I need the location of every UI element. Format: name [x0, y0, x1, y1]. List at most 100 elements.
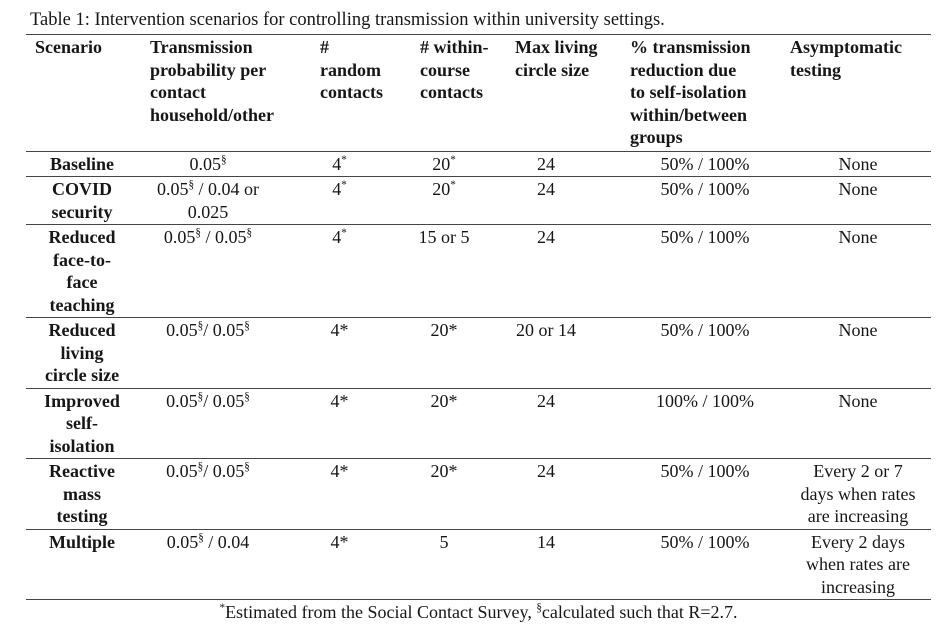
cell-scenario: Reactive mass testing: [49, 461, 115, 526]
column-header-within-course-contacts: # within- course contacts: [420, 37, 489, 102]
cell-transmission-probability: 0.05§ / 0.04: [148, 529, 310, 600]
text-segment: 0.05: [163, 227, 196, 247]
cell-scenario: Multiple: [49, 531, 115, 552]
cell-scenario: Improved self- isolation: [44, 390, 120, 456]
cell-within-course-contacts: 15 or 5: [418, 227, 470, 247]
cell-within-course-contacts: 20*: [430, 390, 458, 411]
column-header-transmission-reduction: % transmission reduction due to self-iso…: [630, 37, 751, 147]
cell-random-contacts: 4*: [330, 531, 349, 552]
table-row: Improved self- isolation 0.05§/ 0.05§ 4* 20…: [26, 388, 931, 459]
superscript-mark: *: [341, 153, 347, 166]
cell-max-living-circle-size: 24: [537, 179, 555, 199]
superscript-mark: §: [244, 461, 250, 473]
superscript-mark: *: [341, 227, 347, 239]
cell-transmission-probability: 0.05§ / 0.04 or 0.025: [148, 177, 310, 225]
cell-max-living-circle-size: 24: [537, 227, 555, 247]
cell-max-living-circle-size: 24: [537, 390, 555, 411]
cell-scenario: Reduced living circle size: [44, 320, 120, 385]
superscript-mark: §: [198, 531, 204, 544]
table-row: COVID security 0.05§ / 0.04 or 0.025 4* 20*…: [26, 177, 931, 225]
table-row: Reactive mass testing 0.05§/ 0.05§ 4* 20* 24…: [26, 459, 931, 530]
superscript-mark: §: [195, 227, 201, 239]
cell-transmission-reduction: 50% / 100%: [660, 179, 750, 199]
text-segment: 0.05: [189, 153, 221, 174]
cell-asymptomatic-testing: Every 2 or 7 days when rates are increas…: [800, 461, 916, 526]
text-segment: / 0.04: [203, 531, 250, 552]
cell-within-course-contacts: 20*: [430, 320, 458, 340]
header-row: Scenario Transmission probability per co…: [26, 35, 931, 151]
cell-asymptomatic-testing: None: [838, 153, 878, 174]
text-segment: / 0.05: [203, 320, 245, 340]
superscript-mark: §: [536, 602, 542, 614]
cell-scenario: COVID security: [51, 179, 113, 222]
cell-transmission-reduction: 50% / 100%: [660, 461, 750, 481]
superscript-mark: §: [197, 461, 204, 473]
superscript-mark: §: [220, 153, 227, 166]
cell-scenario: Reduced face-to- face teaching: [48, 227, 116, 315]
text-segment: 0.05: [166, 390, 198, 411]
cell-asymptomatic-testing: Every 2 days when rates are increasing: [806, 531, 910, 597]
cell-max-living-circle-size: 14: [537, 531, 555, 552]
table-footnote: *Estimated from the Social Contact Surve…: [26, 600, 931, 624]
cell-within-course-contacts: 20*: [405, 151, 505, 177]
cell-max-living-circle-size: 20 or 14: [516, 320, 576, 340]
text-segment: 0.05: [166, 320, 198, 340]
column-header-random-contacts: # random contacts: [320, 37, 383, 102]
table-row: Baseline 0.05§ 4* 20* 24 50% / 100% None: [26, 151, 931, 177]
table-body: Baseline 0.05§ 4* 20* 24 50% / 100% None COVID …: [26, 151, 931, 600]
cell-transmission-probability: 0.05§/ 0.05§: [148, 388, 310, 459]
cell-random-contacts: 4*: [310, 151, 405, 177]
cell-random-contacts: 4*: [330, 320, 349, 340]
column-header-transmission-probability: Transmission probability per contact hou…: [150, 37, 275, 125]
cell-within-course-contacts: 20*: [430, 461, 458, 481]
superscript-mark: §: [197, 320, 204, 332]
column-header-max-living-circle-size: Max living circle size: [515, 37, 598, 80]
cell-transmission-probability: 0.05§: [148, 151, 310, 177]
cell-random-contacts: 4*: [310, 225, 405, 318]
superscript-mark: §: [188, 179, 195, 191]
table-row: Reduced face-to- face teaching 0.05§ / 0.…: [26, 225, 931, 318]
text-segment: 0.05: [166, 461, 198, 481]
text-segment: / 0.05: [200, 227, 247, 247]
column-header-scenario: Scenario: [35, 37, 102, 57]
text-segment: / 0.05: [203, 390, 245, 411]
cell-within-course-contacts: 20*: [405, 177, 505, 225]
cell-transmission-reduction: 50% / 100%: [660, 153, 750, 174]
cell-asymptomatic-testing: None: [838, 390, 878, 411]
cell-asymptomatic-testing: None: [838, 320, 878, 340]
cell-transmission-reduction: 100% / 100%: [656, 390, 754, 411]
text-segment: 4: [332, 227, 342, 247]
superscript-mark: *: [341, 179, 347, 191]
cell-asymptomatic-testing: None: [838, 179, 878, 199]
superscript-mark: *: [450, 179, 456, 191]
superscript-mark: *: [219, 602, 226, 614]
cell-transmission-reduction: 50% / 100%: [660, 320, 750, 340]
superscript-mark: *: [450, 153, 456, 166]
text-segment: calculated such that R=2.7.: [541, 602, 738, 622]
text-segment: / 0.04 or 0.025: [187, 179, 260, 222]
interventions-table: Scenario Transmission probability per co…: [26, 34, 931, 600]
cell-max-living-circle-size: 24: [537, 153, 555, 174]
text-segment: 4: [332, 179, 342, 199]
cell-random-contacts: 4*: [330, 390, 349, 411]
cell-transmission-reduction: 50% / 100%: [660, 227, 750, 247]
cell-transmission-probability: 0.05§/ 0.05§: [148, 318, 310, 389]
table-caption: Table 1: Intervention scenarios for cont…: [30, 10, 665, 30]
cell-asymptomatic-testing: None: [838, 227, 878, 247]
text-segment: Estimated from the Social Contact Survey…: [225, 602, 537, 622]
text-segment: 0.05: [166, 531, 199, 552]
superscript-mark: §: [244, 390, 250, 403]
cell-transmission-probability: 0.05§ / 0.05§: [148, 225, 310, 318]
text-segment: / 0.05: [203, 461, 245, 481]
cell-transmission-probability: 0.05§/ 0.05§: [148, 459, 310, 530]
cell-random-contacts: 4*: [310, 177, 405, 225]
superscript-mark: §: [244, 320, 250, 332]
cell-random-contacts: 4*: [330, 461, 349, 481]
column-header-asymptomatic-testing: Asymptomatic testing: [790, 37, 902, 80]
table-row: Multiple 0.05§ / 0.04 4* 5 14 50% / 100% Every…: [26, 529, 931, 600]
superscript-mark: §: [197, 390, 204, 403]
table-row: Reduced living circle size 0.05§/ 0.05§ 4*…: [26, 318, 931, 389]
cell-transmission-reduction: 50% / 100%: [660, 531, 750, 552]
cell-scenario: Baseline: [49, 153, 114, 174]
